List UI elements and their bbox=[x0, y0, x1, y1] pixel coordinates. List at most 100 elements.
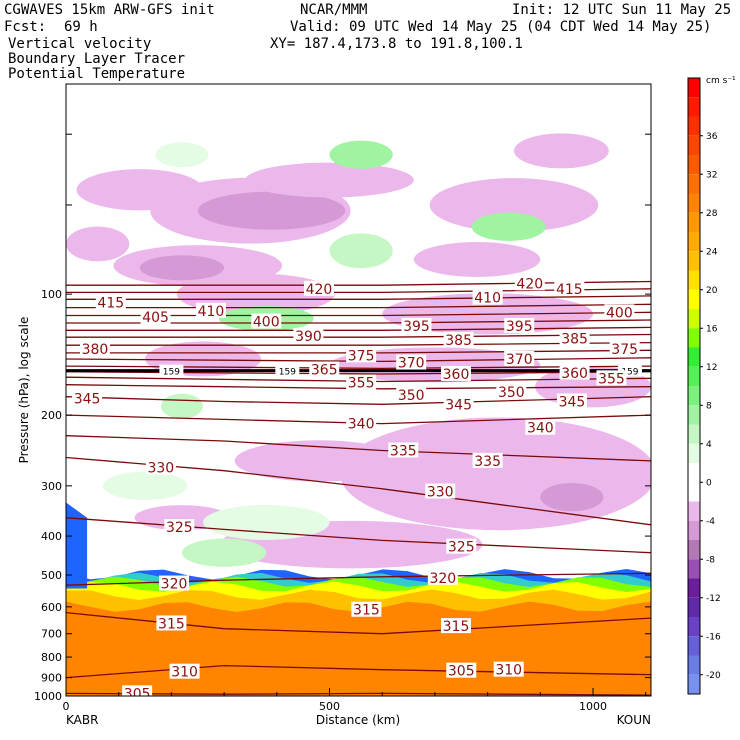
theta-label-44: 420 bbox=[306, 282, 333, 298]
theta-contour-340 bbox=[66, 414, 651, 425]
theta-label-bg-8 bbox=[427, 569, 458, 585]
colorbar-label-24: 24 bbox=[706, 247, 718, 257]
colorbar-band-17 bbox=[688, 405, 700, 425]
theta-label-15: 340 bbox=[348, 417, 375, 433]
y-tick-label-1000: 1000 bbox=[34, 690, 62, 703]
tropopause-label-bg-1 bbox=[275, 364, 300, 377]
theta-contour-405 bbox=[66, 303, 651, 309]
model-title: CGWAVES 15km ARW-GFS init bbox=[4, 2, 215, 18]
theta-label-bg-6 bbox=[441, 618, 471, 634]
colorbar-band-2 bbox=[688, 116, 700, 136]
colorbar-label--12: -12 bbox=[706, 594, 721, 604]
tropopause-label-0: 159 bbox=[163, 368, 180, 378]
theta-label-bg-30 bbox=[609, 341, 640, 357]
colorbar-band-1 bbox=[688, 97, 700, 117]
velocity-region-12 bbox=[471, 212, 546, 241]
theta-label-26: 365 bbox=[311, 362, 338, 378]
colorbar-band-10 bbox=[688, 270, 700, 290]
velocity-region-20 bbox=[160, 393, 204, 419]
theta-label-bg-19 bbox=[556, 393, 587, 409]
colorbar-band-18 bbox=[688, 424, 700, 444]
colorbar-band-16 bbox=[688, 386, 700, 406]
theta-label-bg-12 bbox=[425, 483, 456, 499]
theta-contour-360 bbox=[66, 371, 651, 375]
theta-label-bg-28 bbox=[504, 350, 535, 366]
theta-label-bg-38 bbox=[604, 304, 635, 320]
colorbar-band-27 bbox=[688, 617, 700, 637]
colorbar-band-6 bbox=[688, 193, 700, 213]
tropopause-line: 159 159 159 bbox=[66, 364, 651, 378]
velocity-region-1 bbox=[197, 191, 346, 230]
theta-label-bg-20 bbox=[396, 386, 427, 402]
theta-label-19: 345 bbox=[559, 394, 586, 410]
theta-label-7: 320 bbox=[161, 577, 188, 593]
theta-label-30: 375 bbox=[611, 342, 638, 358]
colorbar-label-4: 4 bbox=[706, 440, 712, 450]
theta-contour-410 bbox=[66, 295, 651, 300]
tropopause-label-1: 159 bbox=[279, 368, 296, 378]
velocity-region-27 bbox=[203, 505, 330, 540]
colorbar-label-32: 32 bbox=[706, 170, 717, 180]
theta-label-bg-18 bbox=[443, 396, 474, 412]
theta-label-bg-9 bbox=[164, 519, 195, 535]
left-endpoint-station: KABR bbox=[66, 713, 98, 727]
theta-label-34: 390 bbox=[295, 329, 322, 345]
theta-label-1: 310 bbox=[171, 665, 198, 681]
y-tick-label-500: 500 bbox=[41, 569, 62, 582]
theta-label-16: 340 bbox=[527, 421, 554, 437]
velocity-region-21 bbox=[340, 417, 651, 531]
theta-label-14: 335 bbox=[474, 454, 501, 470]
velocity-region-22 bbox=[540, 482, 604, 512]
velocity-region-9 bbox=[139, 255, 225, 281]
theta-label-41: 410 bbox=[474, 291, 501, 307]
colorbar-frame bbox=[687, 77, 701, 695]
theta-label-20: 350 bbox=[398, 388, 425, 404]
theta-contour-335 bbox=[66, 435, 651, 462]
theta-label-bg-40 bbox=[195, 302, 226, 318]
colorbar: 36 32 28 24 20 16 12 8 4 0 -4 -8 -12 -16 -20 bbox=[687, 77, 721, 695]
colorbar-band-14 bbox=[688, 347, 700, 367]
colorbar-band-5 bbox=[688, 174, 700, 194]
x-axis-title: Distance (km) bbox=[316, 713, 400, 727]
theta-label-32: 385 bbox=[445, 333, 472, 349]
velocity-region-5 bbox=[513, 133, 609, 169]
field-potential-temperature: Potential Temperature bbox=[8, 66, 185, 82]
theta-label-3: 310 bbox=[495, 663, 522, 679]
x-tick-label-500: 500 bbox=[319, 700, 340, 713]
colorbar-label--20: -20 bbox=[706, 671, 721, 681]
colorbar-label-8: 8 bbox=[706, 401, 712, 411]
plot-frame bbox=[65, 83, 652, 697]
theta-label-bg-7 bbox=[159, 575, 190, 591]
velocity-region-23 bbox=[234, 440, 404, 482]
colorbar-band-12 bbox=[688, 309, 700, 329]
distance-axis: 0 500 1000 bbox=[63, 688, 647, 713]
velocity-region-28 bbox=[181, 538, 267, 567]
theta-label-40: 410 bbox=[198, 304, 225, 320]
theta-label-bg-16 bbox=[525, 419, 556, 435]
y-tick-label-800: 800 bbox=[41, 651, 62, 664]
y-tick-label-300: 300 bbox=[41, 480, 62, 493]
colorbar-band-3 bbox=[688, 135, 700, 155]
theta-label-bg-29 bbox=[346, 347, 377, 363]
theta-label-bg-42 bbox=[95, 294, 126, 310]
theta-label-13: 335 bbox=[390, 444, 417, 460]
colorbar-band-23 bbox=[688, 540, 700, 560]
colorbar-band-13 bbox=[688, 328, 700, 348]
theta-contour-325 bbox=[66, 517, 651, 554]
colorbar-band-7 bbox=[688, 212, 700, 232]
theta-contour-315 bbox=[66, 611, 651, 635]
y-axis-title: Pressure (hPa), log scale bbox=[17, 317, 31, 464]
colorbar-label-28: 28 bbox=[706, 209, 718, 219]
theta-label-bg-25 bbox=[559, 364, 590, 380]
theta-label-bg-0 bbox=[122, 685, 153, 696]
y-tick-label-400: 400 bbox=[41, 530, 62, 543]
theta-label-5: 315 bbox=[353, 603, 380, 619]
theta-contour-355 bbox=[66, 376, 651, 383]
theta-label-bg-17 bbox=[72, 390, 103, 406]
theta-label-bg-1 bbox=[169, 663, 200, 679]
colorbar-band-19 bbox=[688, 443, 700, 463]
colorbar-label-16: 16 bbox=[706, 324, 718, 334]
theta-label-45: 420 bbox=[516, 276, 543, 292]
theta-label-bg-35 bbox=[401, 317, 432, 333]
colorbar-label-12: 12 bbox=[706, 363, 717, 373]
